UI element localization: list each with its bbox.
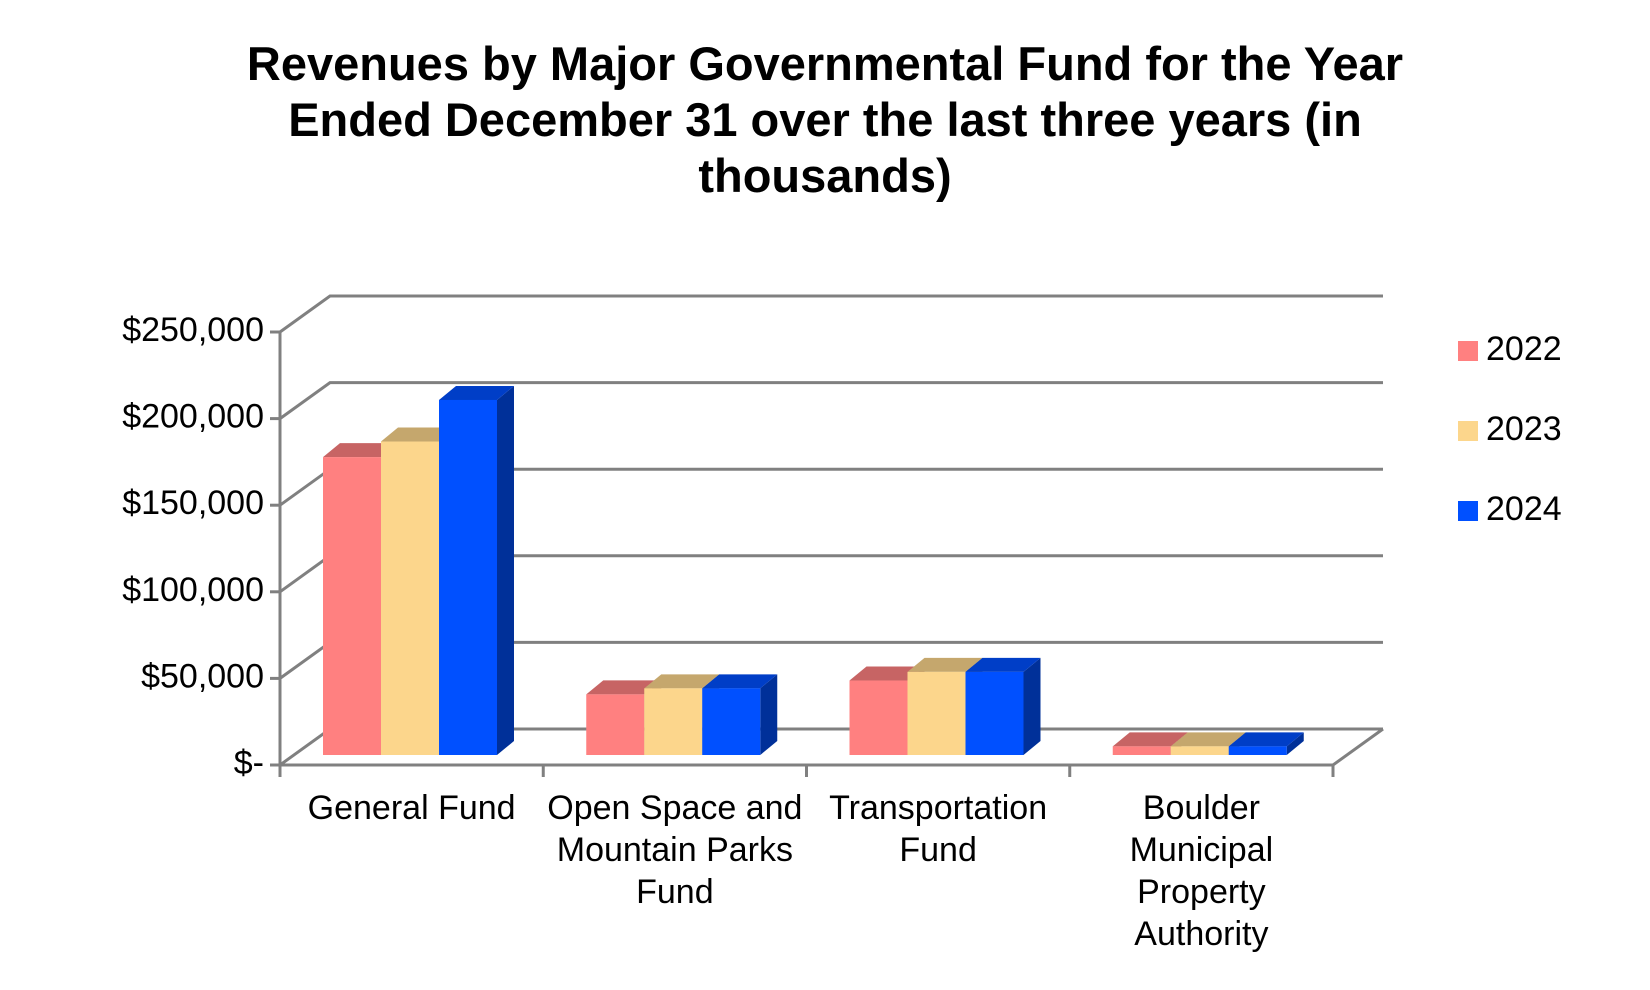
legend-label: 2022 bbox=[1486, 330, 1562, 368]
bar-top bbox=[323, 443, 398, 458]
y-tick-label: $100,000 bbox=[122, 571, 264, 609]
bar-front bbox=[1228, 746, 1287, 755]
bar-front bbox=[381, 441, 439, 755]
legend-swatch bbox=[1458, 501, 1478, 521]
bar-front bbox=[644, 688, 703, 755]
legend-swatch bbox=[1458, 341, 1478, 361]
x-tick-label: General Fund bbox=[308, 789, 516, 827]
chart-title: Revenues by Major Governmental Fund for … bbox=[246, 37, 1404, 202]
bar-top bbox=[702, 674, 778, 689]
bar-top bbox=[1170, 732, 1246, 747]
bar-side bbox=[1286, 732, 1304, 755]
bar-front bbox=[965, 671, 1024, 755]
bar-front bbox=[1170, 746, 1229, 755]
x-tick-label: Open Space and Mountain Parks Fund bbox=[547, 789, 802, 911]
bar-side bbox=[760, 674, 778, 755]
bar-top bbox=[965, 657, 1041, 672]
bar-front bbox=[1112, 746, 1171, 755]
y-tick-label: $150,000 bbox=[122, 484, 264, 522]
x-tick-label: Boulder Municipal Property Authority bbox=[1130, 789, 1274, 953]
bar-top bbox=[644, 674, 720, 689]
legend-label: 2024 bbox=[1486, 490, 1562, 528]
y-tick-label: $250,000 bbox=[122, 311, 264, 349]
y-tick-label: $- bbox=[234, 744, 264, 782]
bar bbox=[1228, 732, 1304, 755]
bar-top bbox=[381, 427, 456, 442]
y-tick-label: $200,000 bbox=[122, 398, 264, 436]
bar-side bbox=[497, 385, 514, 755]
bar-front bbox=[702, 688, 761, 755]
bar-top bbox=[849, 666, 925, 681]
bar-front bbox=[439, 399, 497, 755]
bar bbox=[439, 385, 514, 755]
bar-side bbox=[1023, 657, 1041, 755]
bar bbox=[323, 443, 398, 755]
bar bbox=[965, 657, 1041, 755]
bar-top bbox=[586, 680, 662, 695]
bar-top bbox=[1112, 732, 1188, 747]
y-tick-label: $50,000 bbox=[141, 657, 264, 695]
legend-swatch bbox=[1458, 421, 1478, 441]
bar-front bbox=[849, 680, 908, 755]
bar-front bbox=[586, 694, 645, 755]
legend-label: 2023 bbox=[1486, 410, 1562, 448]
grid-line bbox=[279, 294, 1383, 334]
bar-top bbox=[907, 657, 983, 672]
grid-line bbox=[279, 381, 1383, 420]
bar-front bbox=[323, 457, 381, 755]
bar-front bbox=[907, 671, 966, 755]
bar bbox=[702, 674, 778, 755]
x-tick-label: Transportation Fund bbox=[829, 789, 1047, 869]
bar-top bbox=[439, 385, 514, 400]
bar-top bbox=[1228, 732, 1304, 747]
